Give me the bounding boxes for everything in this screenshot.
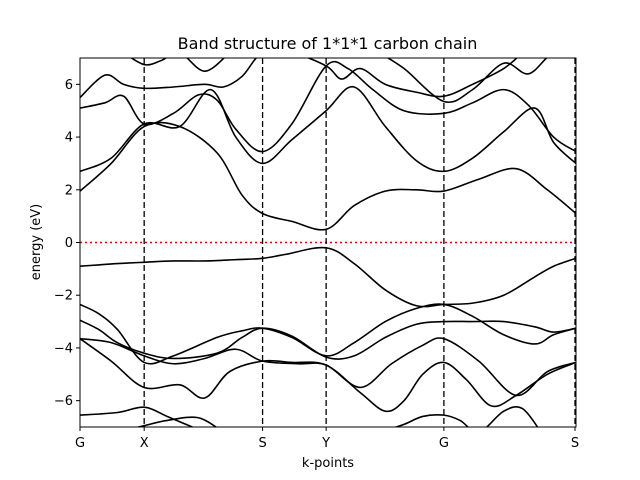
band-line-4 xyxy=(80,338,576,413)
chart-title: Band structure of 1*1*1 carbon chain xyxy=(178,34,478,53)
y-axis-label: energy (eV) xyxy=(29,204,44,280)
band-line-11 xyxy=(80,60,576,153)
band-line-10 xyxy=(80,86,576,173)
x-tick-label: S xyxy=(571,436,579,451)
band-line-6 xyxy=(135,416,218,427)
x-tick-label: X xyxy=(140,436,149,451)
y-tick-label: 4 xyxy=(65,131,73,146)
band-line-14 xyxy=(386,58,576,104)
y-tick-label: −2 xyxy=(54,289,73,304)
band-line-2 xyxy=(80,319,576,360)
y-tick-label: 2 xyxy=(65,183,73,198)
band-line-8 xyxy=(80,246,576,308)
band-line-7 xyxy=(393,405,539,427)
x-tick-label: G xyxy=(75,436,85,451)
y-tick-label: −6 xyxy=(54,394,73,409)
band-line-13 xyxy=(130,58,226,72)
x-tick-label: S xyxy=(258,436,266,451)
band-line-9 xyxy=(80,121,576,231)
x-tick-label: Y xyxy=(321,436,330,451)
band-line-5 xyxy=(80,406,195,427)
y-tick-label: 6 xyxy=(65,78,73,93)
x-axis-label: k-points xyxy=(302,456,354,471)
x-tick-label: G xyxy=(439,436,449,451)
y-tick-label: −4 xyxy=(54,341,73,356)
band-line-12 xyxy=(80,58,518,99)
y-tick-label: 0 xyxy=(65,236,73,251)
band-line-1 xyxy=(80,303,576,365)
